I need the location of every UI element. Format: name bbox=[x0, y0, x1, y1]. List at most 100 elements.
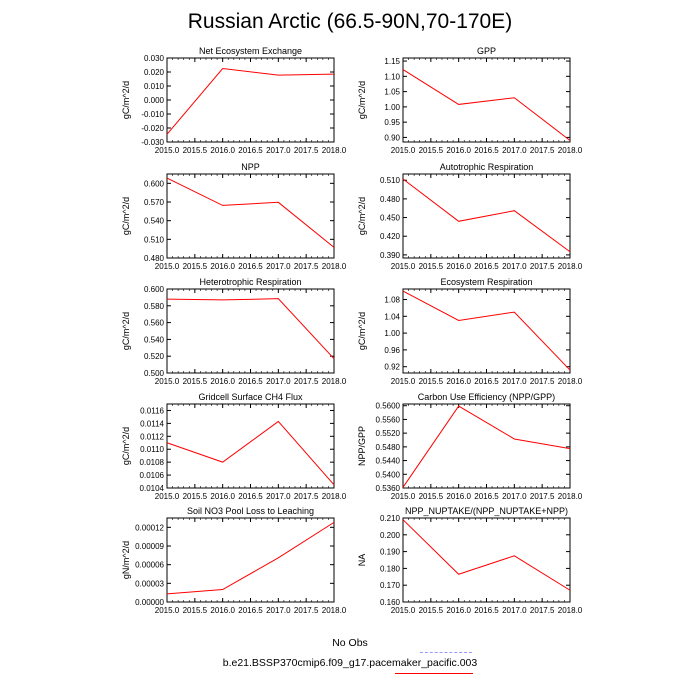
x-tick-label: 2015.5 bbox=[183, 377, 208, 386]
y-tick-label: 0.570 bbox=[144, 198, 165, 207]
y-tick-label: 0.390 bbox=[380, 251, 401, 260]
chart-title: GPP bbox=[477, 46, 496, 56]
chart-title: Heterotrophic Respiration bbox=[199, 277, 301, 287]
y-tick-label: 0.90 bbox=[384, 133, 400, 142]
y-tick-label: 1.10 bbox=[384, 72, 400, 81]
y-tick-label: 0.95 bbox=[384, 118, 400, 127]
series-line bbox=[402, 405, 571, 488]
x-tick-label: 2015.5 bbox=[419, 606, 444, 615]
y-tick-label: 0.580 bbox=[144, 302, 165, 311]
series-line bbox=[402, 69, 571, 141]
x-tick-label: 2016.0 bbox=[210, 492, 235, 501]
y-tick-label: 0.540 bbox=[144, 335, 165, 344]
x-tick-label: 2018.0 bbox=[322, 262, 347, 271]
y-tick-label: -0.020 bbox=[141, 124, 164, 133]
y-tick-label: 1.15 bbox=[384, 57, 400, 66]
x-tick-label: 2015.0 bbox=[155, 146, 180, 155]
y-tick-label: 0.190 bbox=[380, 548, 401, 557]
y-tick-label: 0.0114 bbox=[140, 419, 164, 428]
x-tick-label: 2016.0 bbox=[446, 377, 471, 386]
y-tick-label: 1.00 bbox=[384, 329, 400, 338]
series-line bbox=[166, 420, 335, 486]
y-tick-label: -0.030 bbox=[141, 138, 164, 147]
x-tick-label: 2018.0 bbox=[322, 606, 347, 615]
x-tick-label: 2018.0 bbox=[558, 606, 583, 615]
y-tick-label: 0.00009 bbox=[135, 542, 164, 551]
chart-title: Net Ecosystem Exchange bbox=[199, 46, 302, 56]
x-tick-label: 2015.5 bbox=[183, 606, 208, 615]
x-tick-label: 2017.5 bbox=[530, 606, 555, 615]
y-tick-label: 0.0108 bbox=[140, 458, 165, 467]
x-tick-label: 2015.5 bbox=[419, 492, 444, 501]
x-tick-label: 2017.0 bbox=[502, 492, 527, 501]
x-tick-label: 2015.0 bbox=[155, 377, 180, 386]
x-tick-label: 2016.0 bbox=[446, 492, 471, 501]
y-axis-label: gC/m^2/d bbox=[357, 81, 367, 119]
y-tick-label: 0.00006 bbox=[135, 561, 164, 570]
y-axis-label: NPP/GPP bbox=[357, 426, 367, 466]
x-tick-label: 2017.0 bbox=[266, 492, 291, 501]
y-tick-label: 0.5560 bbox=[376, 415, 401, 424]
y-tick-label: 0.520 bbox=[144, 352, 165, 361]
legend-obs-label: No Obs bbox=[332, 637, 368, 649]
plot-frame bbox=[402, 403, 571, 489]
chart-title: NPP bbox=[241, 162, 260, 172]
x-tick-label: 2015.5 bbox=[183, 492, 208, 501]
y-axis-label: gC/m^2/d bbox=[121, 427, 131, 465]
x-tick-label: 2015.0 bbox=[391, 492, 416, 501]
x-tick-label: 2017.0 bbox=[266, 146, 291, 155]
x-tick-label: 2018.0 bbox=[322, 377, 347, 386]
x-tick-label: 2017.0 bbox=[502, 262, 527, 271]
x-tick-label: 2017.0 bbox=[502, 146, 527, 155]
y-axis-label: gC/m^2/d bbox=[357, 197, 367, 235]
y-tick-label: 0.450 bbox=[380, 214, 401, 223]
y-tick-label: -0.010 bbox=[141, 110, 164, 119]
y-tick-label: 0.5600 bbox=[376, 402, 401, 411]
x-tick-label: 2016.5 bbox=[238, 492, 263, 501]
y-tick-label: 1.08 bbox=[384, 296, 400, 305]
y-tick-label: 1.05 bbox=[384, 88, 400, 97]
y-tick-label: 0.200 bbox=[380, 531, 401, 540]
y-tick-label: 1.04 bbox=[384, 312, 400, 321]
x-tick-label: 2016.5 bbox=[238, 146, 263, 155]
legend-model-line bbox=[395, 673, 473, 674]
chart-title: NPP_NUPTAKE/(NPP_NUPTAKE+NPP) bbox=[405, 506, 568, 516]
x-tick-label: 2015.0 bbox=[155, 492, 180, 501]
y-tick-label: 0.010 bbox=[144, 82, 165, 91]
x-tick-label: 2018.0 bbox=[558, 377, 583, 386]
plot-frame bbox=[166, 57, 335, 143]
series-line bbox=[402, 519, 571, 591]
y-tick-label: 0.600 bbox=[144, 285, 165, 294]
chart-panel: Ecosystem Respiration gC/m^2/d 2015.0 2015.… bbox=[357, 277, 583, 386]
chart-title: Carbon Use Efficiency (NPP/GPP) bbox=[418, 392, 555, 402]
chart-title: Soil NO3 Pool Loss to Leaching bbox=[187, 506, 314, 516]
x-tick-label: 2016.5 bbox=[474, 492, 499, 501]
x-tick-label: 2015.0 bbox=[155, 606, 180, 615]
x-tick-label: 2017.5 bbox=[294, 606, 319, 615]
chart-title: Gridcell Surface CH4 Flux bbox=[198, 392, 303, 402]
page-title: Russian Arctic (66.5-90N,70-170E) bbox=[187, 10, 513, 33]
y-tick-label: 0.5400 bbox=[376, 470, 401, 479]
y-tick-label: 0.0106 bbox=[140, 471, 165, 480]
x-tick-label: 2015.5 bbox=[419, 377, 444, 386]
x-tick-label: 2017.0 bbox=[266, 606, 291, 615]
chart-panel: Carbon Use Efficiency (NPP/GPP) NPP/GPP 20… bbox=[357, 392, 583, 501]
y-tick-label: 0.000 bbox=[144, 96, 165, 105]
x-tick-label: 2015.5 bbox=[419, 262, 444, 271]
y-axis-label: gC/m^2/d bbox=[121, 312, 131, 350]
x-tick-label: 2015.0 bbox=[391, 146, 416, 155]
x-tick-label: 2015.5 bbox=[183, 146, 208, 155]
x-tick-label: 2018.0 bbox=[322, 146, 347, 155]
x-tick-label: 2015.0 bbox=[391, 606, 416, 615]
x-tick-label: 2017.5 bbox=[294, 262, 319, 271]
y-axis-label: gC/m^2/d bbox=[121, 81, 131, 119]
chart-panel: Soil NO3 Pool Loss to Leaching gN/m^2/d 20… bbox=[121, 506, 347, 615]
x-tick-label: 2015.0 bbox=[155, 262, 180, 271]
x-tick-label: 2016.5 bbox=[474, 377, 499, 386]
y-tick-label: 0.92 bbox=[384, 363, 400, 372]
y-tick-label: 0.030 bbox=[144, 54, 165, 63]
x-tick-label: 2016.5 bbox=[474, 146, 499, 155]
